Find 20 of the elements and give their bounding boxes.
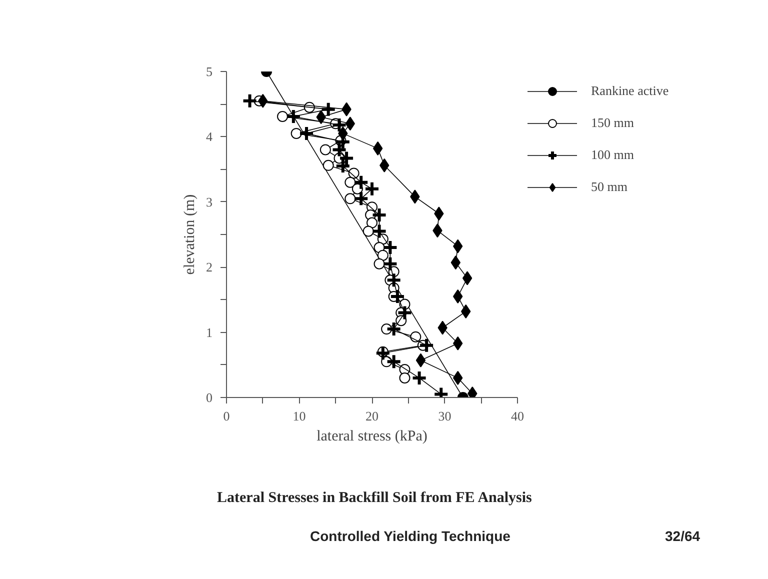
x-tick-label: 30 (438, 408, 452, 424)
y-tick-label: 1 (206, 324, 212, 340)
x-tick-label: 20 (366, 408, 378, 424)
y-tick-label: 5 (206, 64, 212, 79)
legend-label: 50 mm (591, 179, 628, 195)
x-tick-label: 0 (223, 408, 230, 424)
legend-label: 100 mm (591, 147, 634, 163)
x-axis-title: lateral stress (kPa) (316, 428, 428, 444)
y-axis-title: elevation (m) (182, 194, 198, 275)
x-tick-label: 40 (511, 408, 524, 424)
y-tick-label: 4 (206, 129, 213, 144)
y-tick-label: 2 (206, 260, 212, 275)
text: 32/64 (665, 527, 700, 546)
legend-label: Rankine active (591, 83, 669, 99)
y-tick-label: 0 (206, 390, 212, 405)
y-tick-label: 3 (206, 194, 212, 210)
legend-label: 150 mm (591, 115, 634, 131)
text: Controlled Yielding Technique (310, 527, 510, 546)
x-tick-label: 10 (292, 408, 306, 424)
text: Lateral Stresses in Backfill Soil from FE Analysis (217, 489, 532, 508)
